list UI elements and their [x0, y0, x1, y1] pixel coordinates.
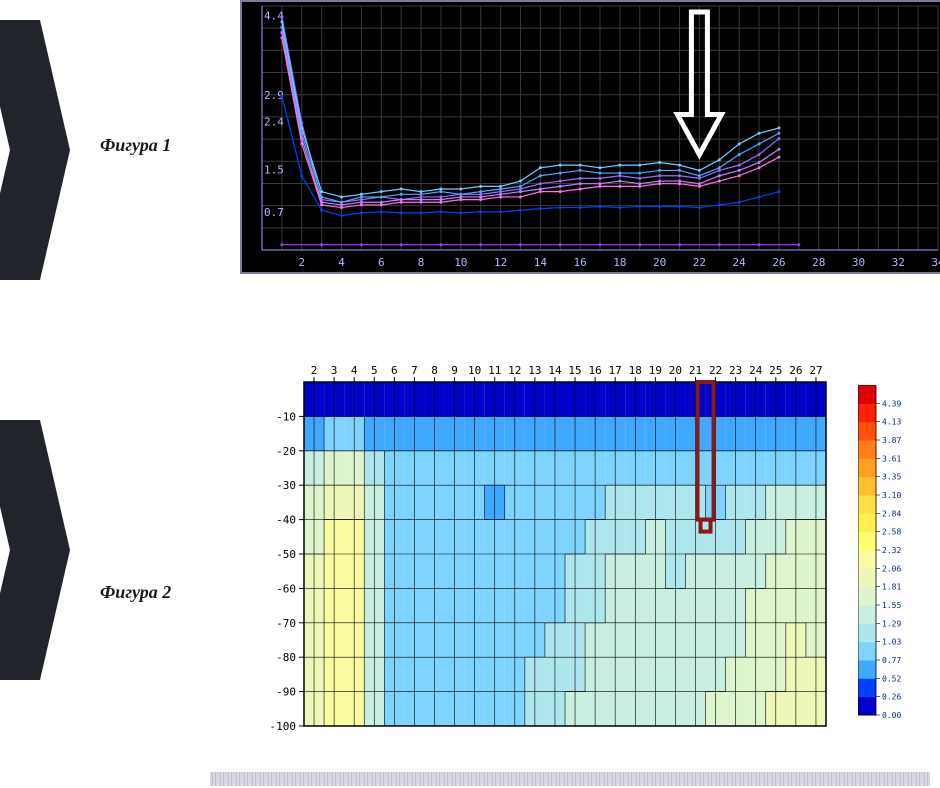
- line-chart: 2468101214161820222426283032340.71.52.42…: [240, 0, 940, 274]
- svg-text:3.35: 3.35: [882, 473, 901, 482]
- caption-fig1: Фигура 1: [100, 135, 171, 156]
- svg-text:21: 21: [689, 364, 702, 377]
- svg-text:0.77: 0.77: [882, 656, 901, 665]
- svg-text:18: 18: [629, 364, 642, 377]
- svg-text:2.4: 2.4: [264, 116, 284, 129]
- svg-text:-100: -100: [270, 720, 297, 733]
- svg-text:1.29: 1.29: [882, 619, 901, 628]
- svg-text:4.13: 4.13: [882, 418, 901, 427]
- svg-text:0.26: 0.26: [882, 693, 901, 702]
- svg-text:0.00: 0.00: [882, 711, 901, 720]
- svg-text:26: 26: [789, 364, 802, 377]
- svg-text:2: 2: [298, 256, 305, 269]
- svg-text:16: 16: [588, 364, 601, 377]
- svg-text:6: 6: [391, 364, 398, 377]
- svg-text:10: 10: [454, 256, 467, 269]
- svg-text:23: 23: [729, 364, 742, 377]
- svg-text:1.5: 1.5: [264, 163, 284, 176]
- chevron-1: [0, 20, 70, 280]
- svg-text:24: 24: [733, 256, 747, 269]
- svg-text:2.84: 2.84: [882, 509, 901, 518]
- svg-text:1.55: 1.55: [882, 601, 901, 610]
- svg-text:14: 14: [534, 256, 548, 269]
- svg-text:-10: -10: [276, 410, 296, 423]
- svg-text:20: 20: [669, 364, 682, 377]
- svg-text:-40: -40: [276, 514, 296, 527]
- svg-text:13: 13: [528, 364, 541, 377]
- svg-text:19: 19: [649, 364, 662, 377]
- svg-text:6: 6: [378, 256, 385, 269]
- footer-divider: [210, 772, 930, 786]
- svg-text:5: 5: [371, 364, 378, 377]
- svg-text:3.87: 3.87: [882, 436, 901, 445]
- colorbar: 0.00 0.26 0.52 0.77 1.03 1.29 1.55 1.81 2.06 2.32…: [858, 385, 928, 730]
- svg-text:27: 27: [809, 364, 822, 377]
- svg-text:4: 4: [351, 364, 358, 377]
- svg-text:25: 25: [769, 364, 782, 377]
- svg-text:10: 10: [468, 364, 481, 377]
- svg-text:2.06: 2.06: [882, 564, 901, 573]
- svg-text:2: 2: [311, 364, 318, 377]
- svg-text:22: 22: [709, 364, 722, 377]
- svg-text:12: 12: [508, 364, 521, 377]
- contour-chart: 2345678910111213141516171819202122232425…: [260, 362, 860, 762]
- svg-text:4: 4: [338, 256, 345, 269]
- svg-text:-20: -20: [276, 445, 296, 458]
- svg-text:14: 14: [548, 364, 562, 377]
- svg-text:17: 17: [609, 364, 622, 377]
- svg-text:30: 30: [852, 256, 865, 269]
- svg-text:8: 8: [418, 256, 425, 269]
- svg-text:-70: -70: [276, 617, 296, 630]
- svg-text:2.32: 2.32: [882, 546, 901, 555]
- svg-text:0.52: 0.52: [882, 674, 901, 683]
- svg-text:-90: -90: [276, 686, 296, 699]
- svg-text:15: 15: [568, 364, 581, 377]
- svg-text:32: 32: [892, 256, 905, 269]
- svg-text:20: 20: [653, 256, 666, 269]
- svg-text:34: 34: [931, 256, 940, 269]
- svg-text:-80: -80: [276, 651, 296, 664]
- caption-fig2: Фигура 2: [100, 582, 171, 603]
- svg-text:1.81: 1.81: [882, 583, 901, 592]
- svg-text:28: 28: [812, 256, 825, 269]
- svg-text:11: 11: [488, 364, 501, 377]
- svg-text:12: 12: [494, 256, 507, 269]
- svg-text:26: 26: [772, 256, 785, 269]
- svg-text:-30: -30: [276, 479, 296, 492]
- svg-text:7: 7: [411, 364, 418, 377]
- svg-text:-60: -60: [276, 582, 296, 595]
- svg-text:16: 16: [573, 256, 586, 269]
- svg-text:2.58: 2.58: [882, 528, 901, 537]
- svg-text:9: 9: [451, 364, 458, 377]
- svg-text:22: 22: [693, 256, 706, 269]
- svg-text:18: 18: [613, 256, 626, 269]
- svg-text:1.03: 1.03: [882, 638, 901, 647]
- svg-text:24: 24: [749, 364, 763, 377]
- svg-text:3: 3: [331, 364, 338, 377]
- svg-text:0.7: 0.7: [264, 206, 284, 219]
- svg-text:-50: -50: [276, 548, 296, 561]
- chevron-2: [0, 420, 70, 680]
- svg-text:4.39: 4.39: [882, 399, 901, 408]
- svg-text:3.61: 3.61: [882, 454, 901, 463]
- svg-text:8: 8: [431, 364, 438, 377]
- svg-text:3.10: 3.10: [882, 491, 901, 500]
